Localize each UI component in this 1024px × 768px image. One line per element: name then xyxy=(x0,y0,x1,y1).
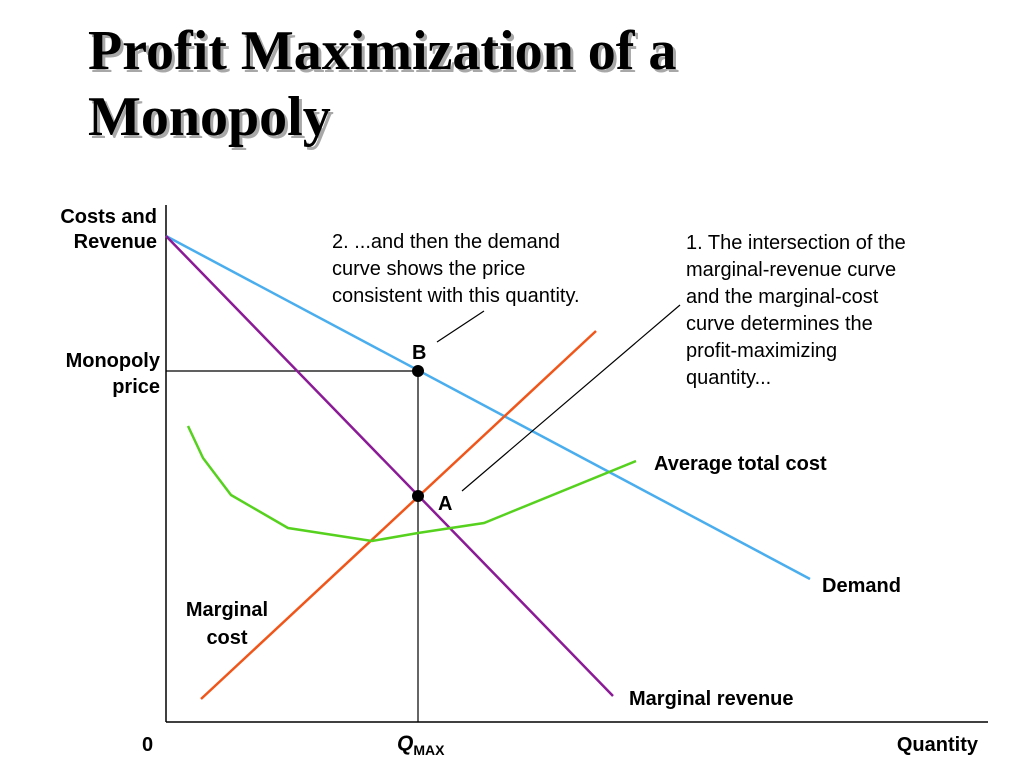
annotation-step-2: 2. ...and then the demand curve shows th… xyxy=(332,231,580,307)
marginal-cost-label-line-1: Marginal xyxy=(186,599,268,621)
origin-label: 0 xyxy=(142,734,153,756)
annotation-2-line-3: consistent with this quantity. xyxy=(332,285,580,307)
point-b-label: B xyxy=(412,342,426,364)
title-line-1: Profit Maximization of a xyxy=(88,20,677,82)
annotation-1-leader xyxy=(461,304,681,492)
annotation-1-line-1: 1. The intersection of the xyxy=(686,232,906,254)
annotation-2-leader xyxy=(436,310,485,343)
page-title: Profit Maximization of a Monopoly xyxy=(88,18,676,150)
annotation-1-line-3: and the marginal-cost xyxy=(686,286,879,308)
point-a-label: A xyxy=(438,493,452,515)
monopoly-price-label-line-2: price xyxy=(112,376,160,398)
q-max-label: QMAX xyxy=(397,732,445,758)
annotation-1-line-4: curve determines the xyxy=(686,313,873,335)
point-a-marker xyxy=(412,490,424,502)
annotation-step-1: 1. The intersection of the marginal-reve… xyxy=(686,232,906,389)
annotation-1-line-2: marginal-revenue curve xyxy=(686,259,896,281)
marginal-revenue-curve xyxy=(165,235,614,697)
title-line-2: Monopoly xyxy=(88,86,331,148)
annotation-2-line-1: 2. ...and then the demand xyxy=(332,231,560,253)
marginal-cost-curve xyxy=(200,330,597,700)
annotation-2-line-2: curve shows the price xyxy=(332,258,525,280)
y-axis-label-line-2: Revenue xyxy=(74,231,157,253)
annotation-1-line-6: quantity... xyxy=(686,367,771,389)
q-max-main: Q xyxy=(397,732,413,755)
q-max-subscript: MAX xyxy=(413,742,445,758)
average-total-cost-label: Average total cost xyxy=(654,453,827,475)
average-total-cost-curve xyxy=(186,425,637,543)
marginal-revenue-label: Marginal revenue xyxy=(629,688,794,710)
demand-label: Demand xyxy=(822,575,901,597)
x-axis-label: Quantity xyxy=(897,734,979,756)
point-b-marker xyxy=(412,365,424,377)
demand-curve xyxy=(165,234,811,581)
marginal-cost-label-line-2: cost xyxy=(206,627,247,649)
monopoly-price-label-line-1: Monopoly xyxy=(66,350,161,372)
y-axis-label-line-1: Costs and xyxy=(60,206,157,228)
annotation-1-line-5: profit-maximizing xyxy=(686,340,837,362)
